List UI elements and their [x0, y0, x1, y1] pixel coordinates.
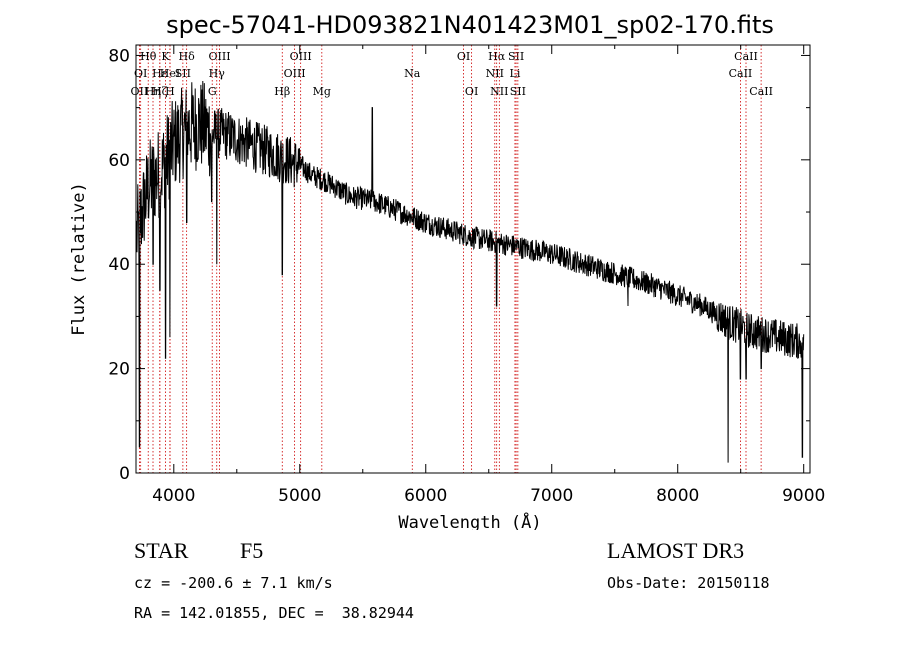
y-tick-label: 0 — [119, 464, 130, 484]
line-marker-label: G — [208, 85, 217, 98]
line-marker-label: NII — [490, 85, 508, 98]
line-marker-label: SII — [175, 67, 191, 80]
x-tick-label: 7000 — [530, 486, 573, 506]
spectrum-group — [136, 80, 805, 463]
x-tick-label: 5000 — [278, 486, 321, 506]
object-class: STAR — [134, 538, 189, 563]
x-tick-label: 6000 — [404, 486, 447, 506]
x-axis-label: Wavelength (Å) — [398, 511, 541, 530]
line-marker-label: OI — [134, 67, 147, 80]
y-tick-label: 60 — [108, 151, 130, 171]
line-marker-label: Hγ — [209, 67, 226, 80]
line-marker-label: Na — [404, 67, 421, 80]
line-marker-label: OI — [465, 85, 478, 98]
line-marker-group: OIIOIHθHηHεHζKHeIHHδSIIOIIIHγGOIIIOIIIHβ… — [131, 45, 773, 473]
line-marker-label: Li — [510, 67, 521, 80]
coordinates: RA = 142.01855, DEC = 38.82944 — [134, 604, 414, 622]
x-tick-label: 4000 — [152, 486, 195, 506]
redshift-readout: cz = -200.6 ± 7.1 km/s — [134, 574, 333, 592]
line-marker-label: K — [161, 50, 170, 63]
line-marker-label: CaII — [729, 67, 753, 80]
line-marker-label: SII — [508, 50, 524, 63]
plot-frame — [135, 44, 811, 474]
y-tick-label: 20 — [108, 360, 130, 380]
line-marker-label: NII — [486, 67, 504, 80]
line-marker-label: Hβ — [274, 85, 290, 98]
x-tick-label: 9000 — [782, 486, 825, 506]
y-tick-label: 80 — [108, 46, 130, 66]
survey-name: LAMOST DR3 — [607, 538, 745, 563]
obs-date: Obs-Date: 20150118 — [607, 574, 770, 592]
line-marker-label: Hζ — [152, 85, 168, 98]
line-marker-label: Hη — [145, 85, 161, 98]
chart-title: spec-57041-HD093821N401423M01_sp02-170.f… — [166, 11, 774, 39]
y-tick-label: 40 — [108, 255, 130, 275]
spectrum-chart: spec-57041-HD093821N401423M01_sp02-170.f… — [69, 11, 825, 530]
line-marker-label: Hθ — [140, 50, 157, 63]
x-tick-label: 8000 — [656, 486, 699, 506]
line-marker-label: OIII — [290, 50, 312, 63]
line-marker-label: SII — [510, 85, 526, 98]
y-axis-label: Flux (relative) — [69, 182, 89, 336]
spectrum-line — [136, 80, 805, 463]
line-marker-label: OIII — [284, 67, 306, 80]
axis-ticks: 4000 5000 6000 7000 8000 9000 0 20 40 60 80 — [108, 45, 825, 506]
line-marker-label: CaII — [749, 85, 773, 98]
line-marker-label: Mg — [313, 85, 331, 98]
line-marker-label: Hδ — [179, 50, 196, 63]
line-marker-label: CaII — [734, 50, 758, 63]
line-marker-label: H — [165, 85, 175, 98]
line-marker-label: OII — [131, 85, 149, 98]
line-marker-label: OI — [457, 50, 470, 63]
object-subclass: F5 — [240, 538, 264, 563]
line-marker-label: Hα — [488, 50, 506, 63]
line-marker-label: OIII — [208, 50, 230, 63]
